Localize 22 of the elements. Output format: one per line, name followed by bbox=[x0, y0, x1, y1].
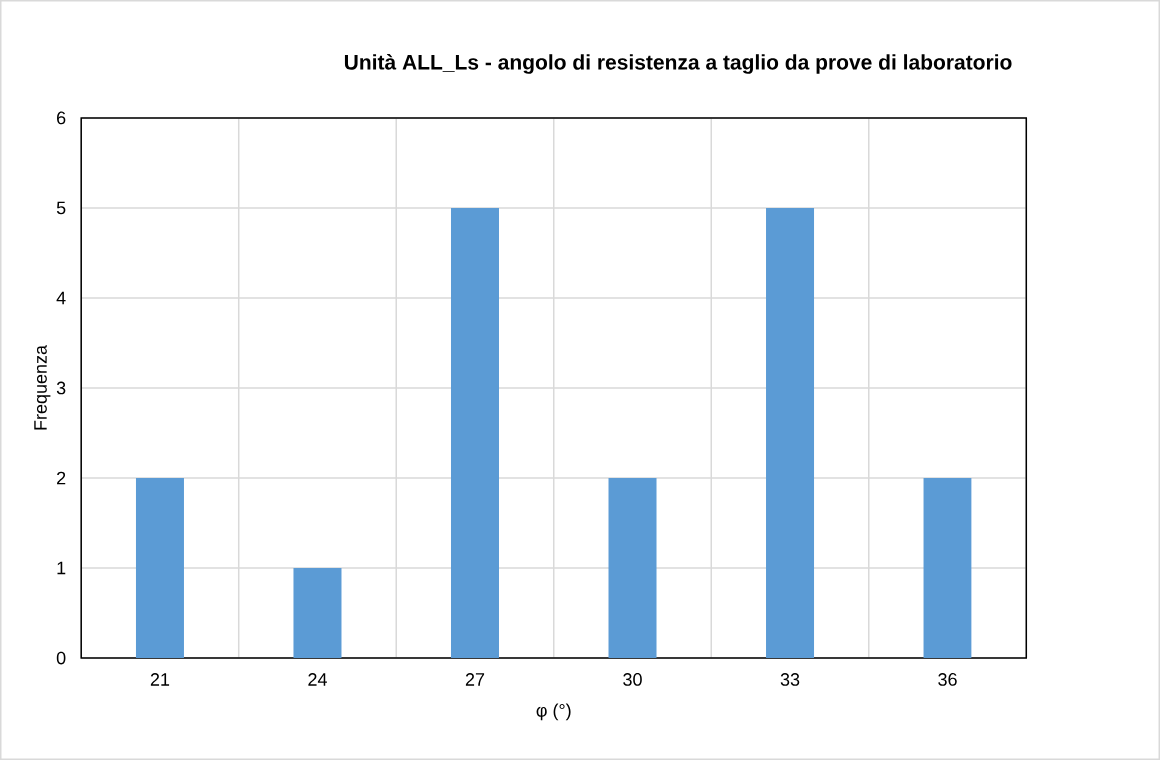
y-axis-title: Frequenza bbox=[34, 344, 51, 430]
bar bbox=[450, 207, 499, 659]
x-tick-label: 24 bbox=[308, 673, 327, 686]
y-tick-label: 4 bbox=[56, 291, 66, 305]
chart-title: Unità ALL_Ls - angolo di resistenza a taglio da prove di laboratorio bbox=[344, 54, 1012, 74]
y-tick-label: 6 bbox=[57, 111, 66, 125]
x-tick-label: 36 bbox=[938, 673, 957, 686]
x-axis-title: φ (°) bbox=[536, 703, 571, 721]
bar bbox=[293, 568, 342, 659]
bar bbox=[766, 207, 815, 659]
y-tick-label: 2 bbox=[57, 471, 66, 485]
y-tick-label: 5 bbox=[56, 201, 66, 215]
x-tick-label: 27 bbox=[465, 673, 485, 686]
x-tick-label: 21 bbox=[150, 673, 170, 686]
bar bbox=[135, 478, 184, 659]
y-tick-label: 3 bbox=[56, 381, 66, 395]
y-tick-label: 0 bbox=[56, 651, 66, 665]
x-tick-label: 30 bbox=[623, 673, 642, 686]
x-tick-label: 33 bbox=[780, 673, 800, 686]
bar bbox=[923, 478, 972, 659]
bar bbox=[608, 478, 657, 659]
y-tick-label: 1 bbox=[57, 561, 66, 575]
